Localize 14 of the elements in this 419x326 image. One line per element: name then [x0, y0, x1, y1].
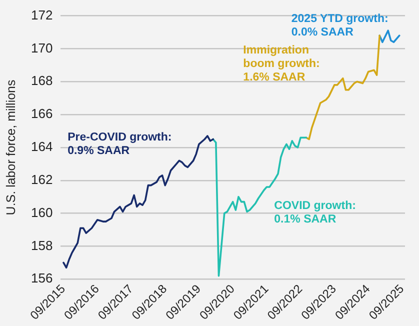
y-tick-label: 172 — [30, 7, 53, 22]
y-tick-label: 170 — [30, 40, 53, 56]
y-tick-label: 166 — [30, 106, 53, 122]
series-label: 2025 YTD growth: 0.0% SAAR — [291, 13, 388, 39]
y-axis-title: U.S. labor force, millions — [4, 80, 18, 216]
series-label: Immigration boom growth: 1.6% SAAR — [243, 44, 320, 84]
series-label: COVID growth: 0.1% SAAR — [274, 200, 356, 226]
y-tick-label: 164 — [30, 139, 53, 154]
series-label: Pre-COVID growth: 0.9% SAAR — [68, 132, 172, 158]
y-tick-label: 162 — [30, 172, 53, 187]
y-tick-label: 156 — [30, 270, 53, 286]
y-tick-label: 160 — [30, 204, 53, 220]
y-tick-label: 168 — [30, 73, 53, 88]
y-tick-label: 158 — [30, 238, 53, 253]
